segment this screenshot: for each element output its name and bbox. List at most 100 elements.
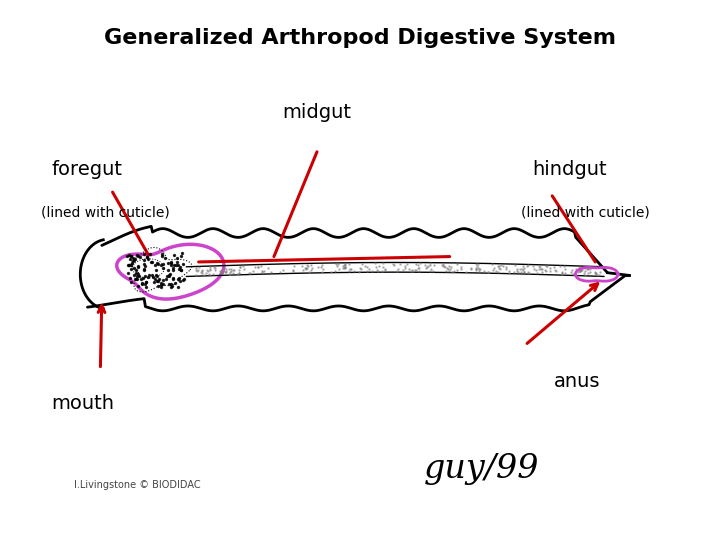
Point xyxy=(204,266,216,274)
Point xyxy=(156,250,168,259)
Point xyxy=(409,266,420,274)
Point xyxy=(509,260,521,269)
Point xyxy=(589,263,600,272)
Point xyxy=(582,264,594,272)
Point xyxy=(315,263,327,272)
Point xyxy=(204,263,216,272)
Point xyxy=(516,265,528,273)
Point xyxy=(127,254,139,262)
Point xyxy=(376,267,387,276)
Point xyxy=(256,268,268,276)
Point xyxy=(192,267,203,275)
Point xyxy=(556,269,567,278)
Point xyxy=(204,271,216,279)
Point xyxy=(172,283,184,292)
Point xyxy=(574,267,585,275)
Point xyxy=(125,278,136,287)
Point xyxy=(568,270,580,279)
Point xyxy=(559,265,570,273)
Point xyxy=(159,254,171,263)
Point xyxy=(557,267,568,276)
Point xyxy=(338,263,349,272)
Point xyxy=(573,262,585,271)
Point xyxy=(125,255,136,264)
Point xyxy=(388,261,400,269)
Point xyxy=(234,263,246,272)
Point xyxy=(369,259,381,267)
Point xyxy=(140,282,151,291)
Point xyxy=(220,267,232,276)
Point xyxy=(451,259,463,268)
Point xyxy=(443,267,454,275)
Point xyxy=(492,261,504,270)
Point xyxy=(575,267,586,275)
Point xyxy=(143,255,154,264)
Point xyxy=(455,262,467,271)
Point xyxy=(355,265,366,273)
Point xyxy=(277,266,289,275)
Point xyxy=(126,259,138,268)
Point xyxy=(522,268,534,276)
Point xyxy=(150,275,161,284)
Point xyxy=(168,251,180,260)
Point xyxy=(517,266,528,274)
Point xyxy=(413,264,424,272)
Point xyxy=(580,267,591,275)
Point xyxy=(300,265,312,274)
Point xyxy=(174,263,186,272)
Point xyxy=(151,259,163,267)
Point xyxy=(162,271,174,280)
Point xyxy=(333,260,344,268)
Point xyxy=(166,282,177,291)
Point xyxy=(344,265,356,273)
Point xyxy=(132,251,143,259)
Point xyxy=(595,268,606,276)
Point xyxy=(330,260,342,268)
Point xyxy=(151,276,163,285)
Point xyxy=(153,281,164,290)
Point xyxy=(132,262,144,271)
Point xyxy=(176,249,188,258)
Point xyxy=(487,265,499,274)
Point xyxy=(540,261,552,270)
Point xyxy=(297,262,308,271)
Point xyxy=(157,280,168,288)
Point xyxy=(162,265,174,274)
Point xyxy=(153,275,165,284)
Text: foregut: foregut xyxy=(52,160,122,179)
Point xyxy=(216,269,228,278)
Point xyxy=(471,262,482,271)
Point xyxy=(340,262,351,271)
Point xyxy=(410,266,422,275)
Point xyxy=(422,262,433,271)
Point xyxy=(402,260,413,269)
Point xyxy=(123,260,135,269)
Point xyxy=(407,266,418,275)
Point xyxy=(303,267,315,276)
Point xyxy=(139,260,150,268)
Point xyxy=(449,267,460,275)
Point xyxy=(379,265,391,274)
Point xyxy=(135,274,147,283)
Point xyxy=(166,281,178,290)
Point xyxy=(503,267,515,275)
Point xyxy=(131,275,143,284)
Point xyxy=(443,261,454,270)
Point xyxy=(197,269,208,278)
Point xyxy=(122,260,134,269)
Point xyxy=(492,268,504,276)
Point xyxy=(343,260,355,268)
Point xyxy=(541,262,552,271)
Point xyxy=(363,265,374,273)
Point xyxy=(413,264,425,273)
Point xyxy=(138,274,149,282)
Point xyxy=(392,265,404,273)
Point xyxy=(138,249,149,258)
Point xyxy=(508,268,520,276)
Point xyxy=(405,266,416,275)
Point xyxy=(566,265,577,274)
Point xyxy=(168,261,179,270)
Point xyxy=(489,264,500,272)
Point xyxy=(244,268,256,277)
Point xyxy=(132,262,143,271)
